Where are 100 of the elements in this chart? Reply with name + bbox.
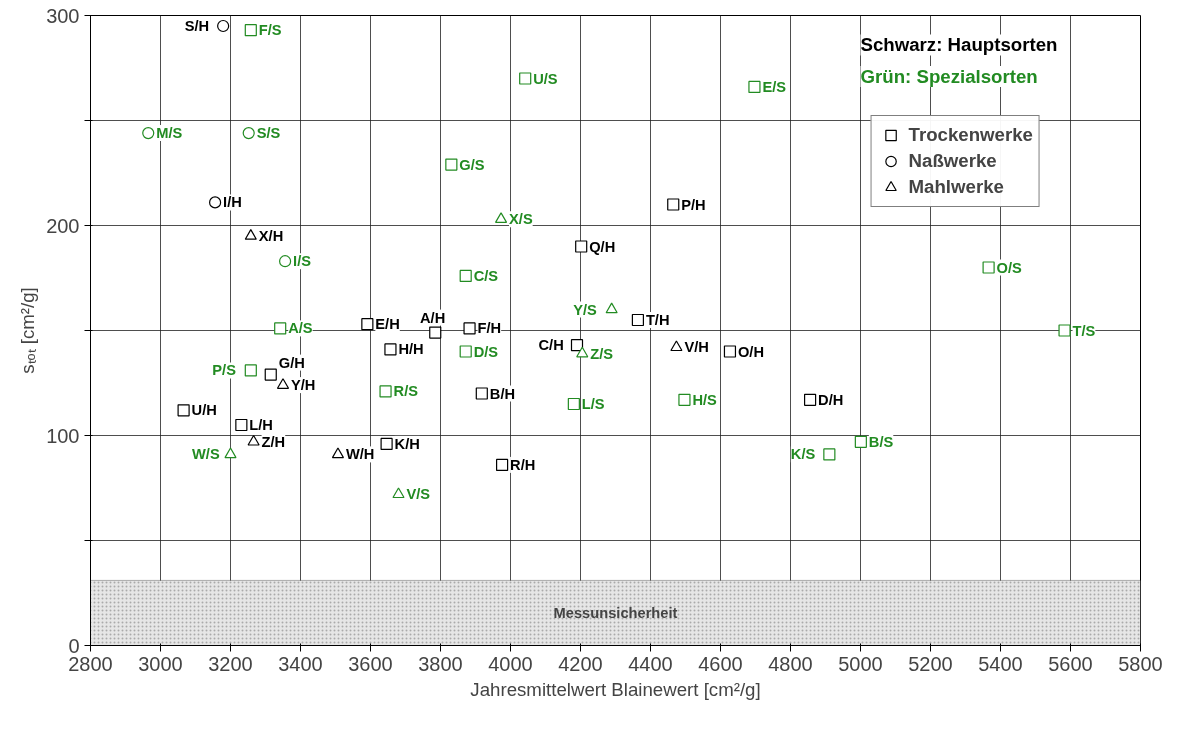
data-label: T/H (645, 312, 670, 328)
data-label: S/H (184, 18, 210, 34)
point (570, 339, 584, 352)
legend-label: Naßwerke (908, 150, 997, 172)
data-label: A/S (288, 320, 313, 337)
point (142, 127, 155, 140)
point (804, 393, 817, 406)
point (567, 397, 580, 411)
data-label: C/H (538, 337, 564, 354)
point (631, 313, 644, 327)
data-label: Q/H (589, 238, 616, 255)
point (217, 19, 230, 33)
data-label: L/S (581, 396, 605, 412)
x-tick-label: 3600 (348, 652, 393, 675)
x-tick-label: 5000 (838, 652, 883, 675)
y-tick-label: 200 (46, 214, 80, 237)
data-label: E/S (762, 78, 787, 95)
data-label: I/H (223, 194, 242, 211)
data-label: T/S (1072, 322, 1096, 339)
point (244, 229, 257, 240)
x-tick-label: 4200 (558, 652, 603, 675)
point (494, 212, 508, 223)
data-label: E/H (375, 316, 400, 333)
data-label: X/H (258, 228, 284, 244)
y-tick-label: 100 (46, 424, 80, 447)
data-label: V/S (406, 486, 431, 503)
x-tick-label: 4000 (488, 652, 533, 675)
point (748, 80, 761, 93)
point (823, 448, 836, 461)
data-label: P/H (681, 196, 706, 213)
point (575, 240, 588, 253)
data-label: K/S (790, 446, 816, 463)
point (445, 158, 458, 171)
point (459, 345, 472, 358)
data-label: O/S (996, 259, 1023, 276)
point (854, 435, 867, 448)
point (177, 404, 190, 417)
point (279, 255, 292, 268)
point (361, 318, 374, 331)
point (379, 385, 392, 398)
x-tick-label: 5400 (978, 652, 1023, 675)
data-label: I/S (293, 253, 312, 270)
legend-label: Mahlwerke (908, 176, 1004, 198)
annotation: Schwarz: Hauptsorten (860, 34, 1058, 56)
point (244, 24, 257, 37)
x-tick-label: 4800 (768, 652, 813, 675)
point (429, 326, 442, 339)
x-tick-label: 5600 (1048, 652, 1093, 675)
data-label: G/H (278, 354, 305, 371)
data-label: W/S (192, 446, 220, 463)
point (264, 368, 277, 381)
point (678, 393, 691, 406)
data-label: F/H (477, 320, 502, 337)
point (576, 346, 589, 358)
data-label: Y/H (291, 377, 316, 394)
data-label: L/H (249, 417, 273, 433)
point (670, 340, 683, 352)
y-tick-label: 300 (46, 4, 80, 27)
x-tick-label: 3200 (208, 652, 253, 675)
point (224, 447, 237, 459)
point (496, 458, 509, 471)
point (667, 198, 680, 211)
data-label: M/S (156, 125, 183, 142)
point (380, 437, 393, 450)
data-label: K/H (394, 435, 420, 452)
point (331, 447, 345, 459)
point (459, 269, 472, 282)
point (519, 72, 532, 85)
point (475, 387, 488, 400)
point (392, 487, 405, 499)
point (247, 434, 260, 446)
x-tick-label: 4400 (628, 652, 673, 675)
data-label: U/H (191, 402, 217, 419)
data-label: P/S (212, 362, 237, 379)
x-tick-label: 4600 (698, 652, 743, 675)
band-label: Messunsicherheit (553, 604, 678, 621)
x-tick-label: 3400 (278, 652, 323, 675)
data-label: H/H (398, 341, 424, 358)
data-label: C/S (473, 267, 499, 284)
data-label: A/H (420, 309, 446, 326)
data-label: Y/S (573, 301, 597, 318)
point (242, 127, 255, 140)
point (463, 322, 476, 335)
point (209, 196, 222, 209)
data-label: G/S (459, 156, 485, 173)
data-label: U/S (533, 70, 558, 87)
data-label: V/H (684, 339, 709, 356)
x-tick-label: 3000 (138, 652, 183, 675)
point (276, 378, 290, 389)
data-label: D/S (473, 343, 499, 360)
data-label: W/H (345, 446, 375, 463)
x-tick-label: 3800 (418, 652, 463, 675)
data-label: B/H (489, 385, 516, 402)
annotation: Grün: Spezialsorten (860, 65, 1038, 87)
point (244, 364, 257, 377)
point (605, 302, 618, 314)
x-tick-label: 5800 (1118, 652, 1163, 675)
x-axis-title: Jahresmittelwert Blainewert [cm²/g] (470, 678, 761, 700)
data-label: Z/S (590, 345, 614, 362)
point (1058, 324, 1071, 337)
